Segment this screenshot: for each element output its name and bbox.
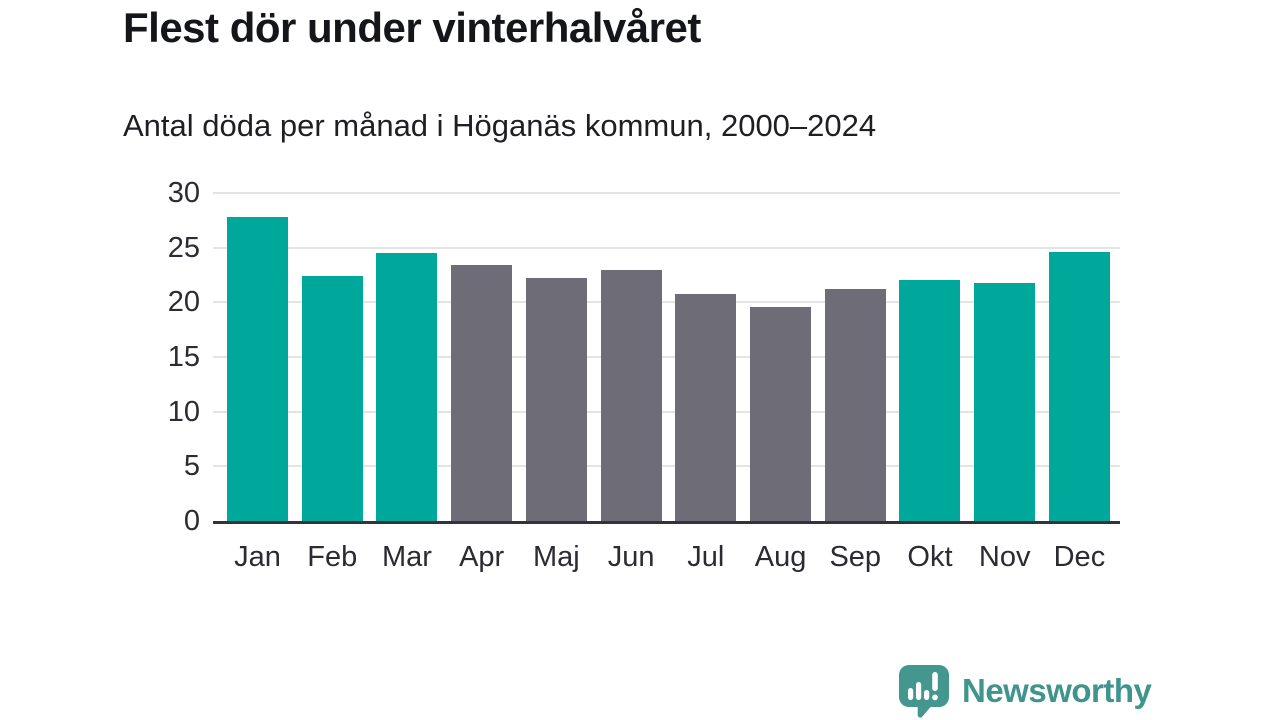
bar-mar [376, 253, 438, 521]
x-tick-label: Nov [978, 541, 1031, 573]
bar-column-mar: Mar [376, 193, 438, 573]
y-tick-label: 15 [167, 341, 200, 373]
bar-maj [525, 278, 587, 521]
gridline-15 [213, 356, 1120, 358]
gridline-10 [213, 410, 1120, 413]
bar-jan [227, 217, 288, 521]
y-axis: 0 5 10 15 20 25 30 [120, 177, 200, 537]
y-tick-label: 20 [167, 286, 200, 319]
bar-column-jan: Jan [227, 193, 288, 573]
gridline-20 [213, 301, 1120, 304]
x-tick-label: Jan [234, 541, 281, 573]
plot-area: Jan Feb Mar Apr Maj Jun Jul Aug Sep Okt Nov Dec [213, 192, 1120, 573]
bar-column-okt: Okt [899, 193, 961, 573]
bar-column-dec: Dec [1048, 193, 1110, 573]
bar-jul [675, 293, 737, 521]
gridline-30 [213, 192, 1120, 194]
x-tick-label: Okt [907, 541, 953, 573]
y-tick-label: 0 [183, 505, 200, 537]
newsworthy-logo-icon [899, 665, 949, 718]
y-tick-label: 30 [167, 177, 200, 209]
bar-apr [451, 265, 513, 521]
chart-subtitle: Antal döda per månad i Höganäs kommun, 2… [123, 108, 877, 143]
bar-aug [750, 306, 812, 521]
bar-column-maj: Maj [525, 193, 587, 573]
x-tick-label: Feb [307, 541, 358, 573]
bar-column-sep: Sep [824, 193, 886, 573]
bar-feb [301, 276, 363, 521]
bar-nov [974, 282, 1036, 521]
x-tick-label: Jun [607, 541, 655, 573]
bar-column-aug: Aug [750, 193, 812, 573]
bar-column-feb: Feb [301, 193, 363, 573]
x-tick-label: Mar [381, 541, 432, 573]
x-tick-label: Jul [687, 541, 725, 573]
bar-column-nov: Nov [974, 193, 1036, 573]
bar-column-apr: Apr [451, 193, 513, 573]
bar-column-jun: Jun [600, 193, 662, 573]
bars-container: Jan Feb Mar Apr Maj Jun Jul Aug Sep Okt Nov Dec [213, 193, 1120, 573]
y-tick-label: 5 [183, 450, 200, 483]
bar-sep [824, 289, 886, 521]
y-tick-label: 10 [167, 395, 200, 428]
x-tick-label: Sep [829, 541, 882, 573]
x-tick-label: Aug [754, 541, 807, 573]
bar-okt [899, 280, 961, 521]
gridline-25 [213, 246, 1120, 249]
x-tick-label: Dec [1053, 541, 1106, 573]
gridline-5 [213, 465, 1120, 468]
x-tick-label: Maj [533, 541, 580, 573]
bar-column-jul: Jul [675, 193, 737, 573]
y-tick-label: 25 [167, 231, 200, 264]
bar-dec [1048, 252, 1110, 521]
newsworthy-logo-text: Newsworthy [962, 672, 1152, 709]
newsworthy-logo: Newsworthy [897, 664, 1152, 718]
bar-jun [600, 269, 662, 521]
x-axis-baseline [213, 521, 1120, 524]
page-title: Flest dör under vinterhalvåret [123, 4, 701, 51]
x-tick-label: Apr [459, 541, 505, 573]
